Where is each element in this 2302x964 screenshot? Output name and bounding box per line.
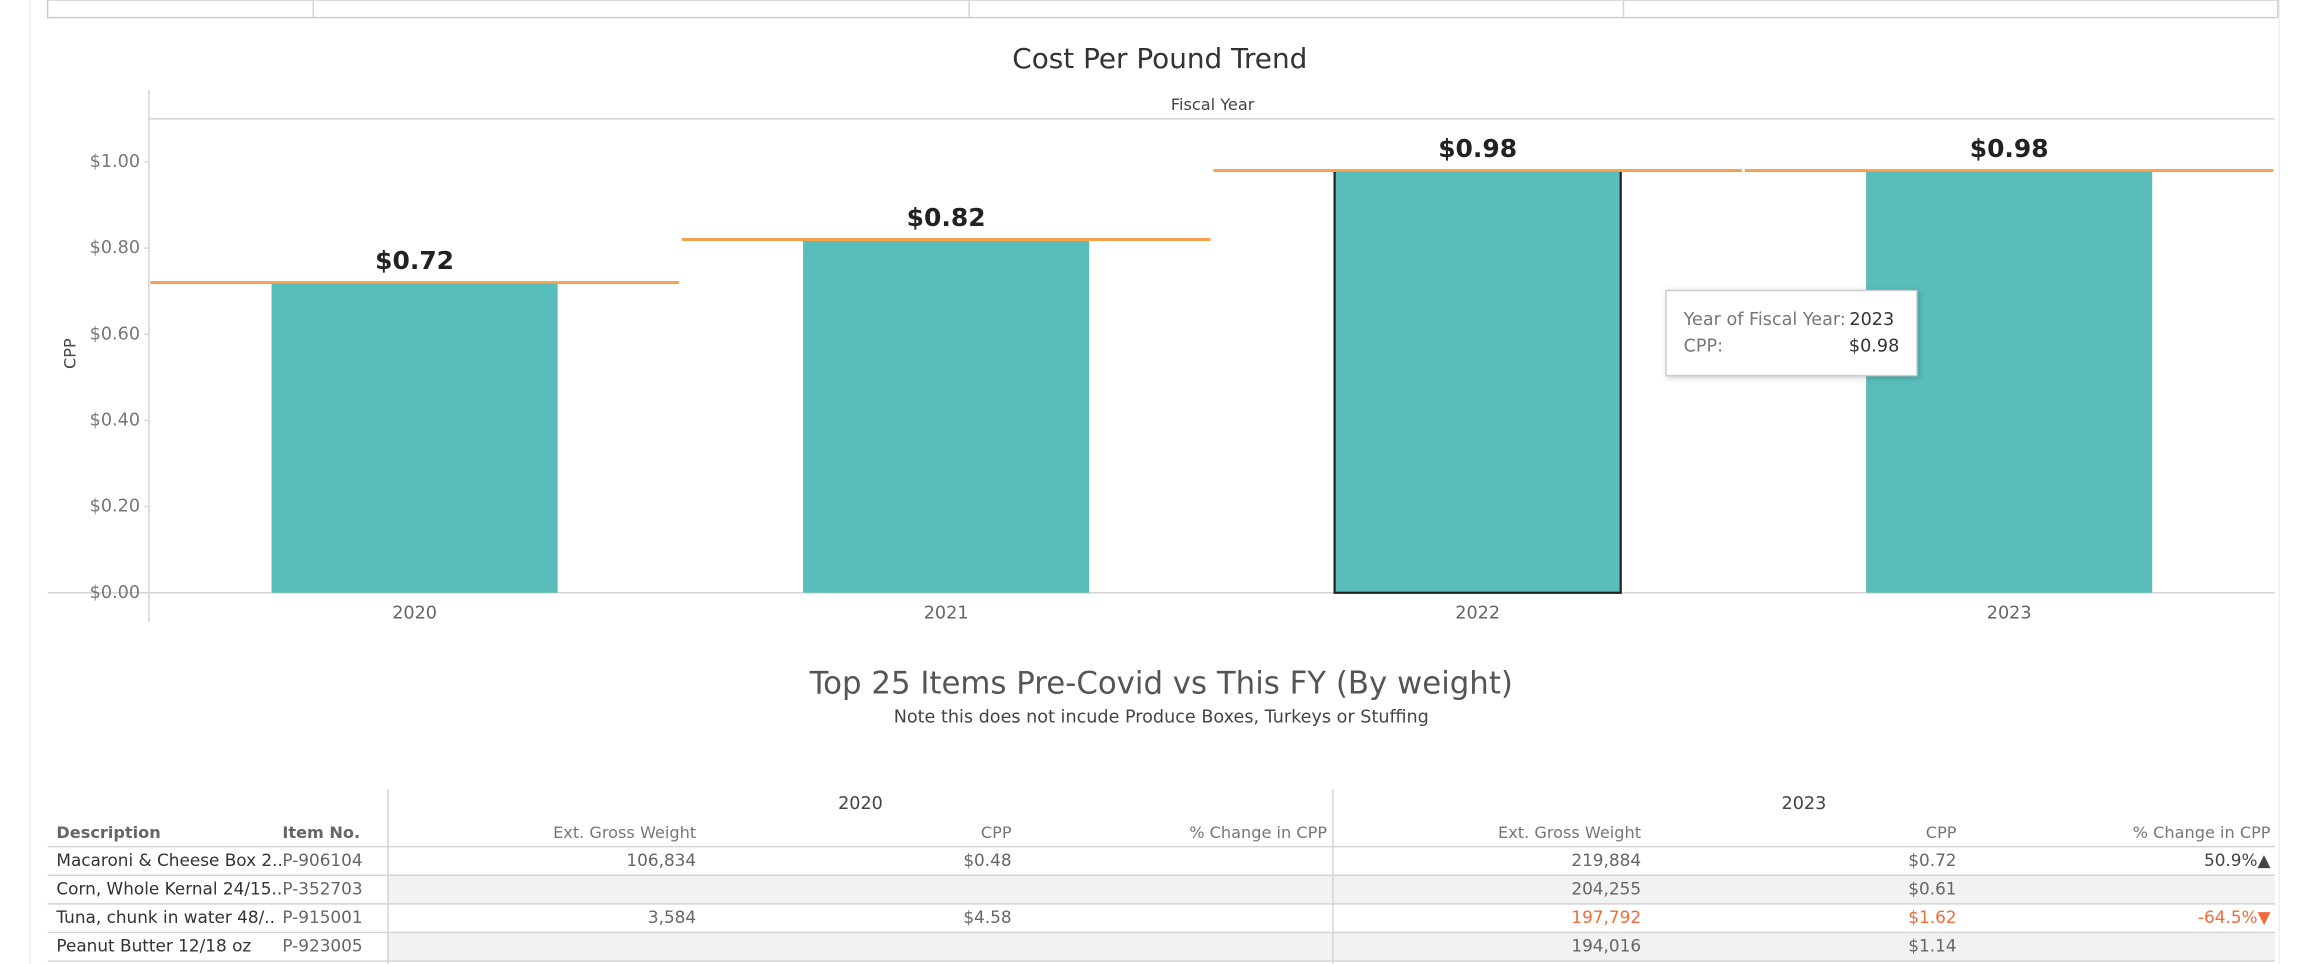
cell: Macaroni & Cheese Box 2.. xyxy=(56,850,282,870)
row-band xyxy=(388,932,2275,962)
cell: Corn, Whole Kernal 24/15... xyxy=(56,879,287,899)
tooltip-value: $0.98 xyxy=(1849,336,1899,356)
column-header: Description xyxy=(56,823,160,842)
cell: $0.48 xyxy=(963,850,1011,870)
cell: -64.5%▼ xyxy=(2198,907,2271,927)
year-header: 2020 xyxy=(838,794,883,814)
value-label: $0.98 xyxy=(1438,134,1517,163)
cell: 106,834 xyxy=(626,850,696,870)
cell: 50.9%▲ xyxy=(2204,850,2271,870)
cell: P-915001 xyxy=(282,907,362,927)
y-tick-label: $1.00 xyxy=(90,152,140,172)
row-band xyxy=(388,875,2275,904)
column-header: Fiscal Year xyxy=(1171,95,1255,114)
column-header: Item No. xyxy=(282,823,360,842)
bar xyxy=(271,282,558,593)
tooltip-label: Year of Fiscal Year: xyxy=(1683,310,1846,330)
cell: $0.72 xyxy=(1908,850,1956,870)
cell: P-352703 xyxy=(282,879,362,899)
table-title: Top 25 Items Pre-Covid vs This FY (By we… xyxy=(809,666,1513,702)
y-tick-label: $0.80 xyxy=(90,238,140,258)
y-axis-label: CPP xyxy=(61,338,80,369)
column-header: Ext. Gross Weight xyxy=(1498,823,1641,842)
tooltip-value: 2023 xyxy=(1849,310,1894,330)
cell: $1.14 xyxy=(1908,936,1956,956)
column-header: % Change in CPP xyxy=(1189,823,1327,842)
column-header: Ext. Gross Weight xyxy=(553,823,696,842)
cell: P-923005 xyxy=(282,936,362,956)
x-tick-label: 2021 xyxy=(924,603,969,623)
cell: Peanut Butter 12/18 oz xyxy=(56,936,251,956)
value-label: $0.72 xyxy=(375,246,454,275)
value-label: $0.98 xyxy=(1970,134,2049,163)
cell: $1.62 xyxy=(1908,907,1956,927)
cell: P-906104 xyxy=(282,850,362,870)
column-header: % Change in CPP xyxy=(2133,823,2271,842)
y-tick-label: $0.00 xyxy=(90,583,140,603)
tooltip-label: CPP: xyxy=(1684,336,1723,356)
chart-title: Cost Per Pound Trend xyxy=(1012,42,1307,75)
cell: $4.58 xyxy=(963,907,1011,927)
top-strip xyxy=(46,0,2279,19)
x-tick-label: 2022 xyxy=(1455,603,1500,623)
bar xyxy=(803,239,1090,593)
y-tick-label: $0.20 xyxy=(90,497,140,517)
column-header: CPP xyxy=(981,823,1012,842)
value-label: $0.82 xyxy=(907,203,986,232)
cell: 3,584 xyxy=(648,907,696,927)
bar xyxy=(1866,170,2153,593)
table-note: Note this does not incude Produce Boxes,… xyxy=(894,707,1429,727)
column-header: CPP xyxy=(1926,823,1957,842)
year-header: 2023 xyxy=(1782,794,1827,814)
x-tick-label: 2020 xyxy=(392,603,437,623)
cell: 204,255 xyxy=(1571,879,1641,899)
cell: 194,016 xyxy=(1571,936,1641,956)
y-tick-label: $0.40 xyxy=(90,410,140,430)
cell: Tuna, chunk in water 48/.. xyxy=(55,907,275,927)
cell: 197,792 xyxy=(1571,907,1641,927)
x-tick-label: 2023 xyxy=(1987,603,2032,623)
tooltip xyxy=(1665,289,1918,377)
bar xyxy=(1333,169,1622,594)
cell: $0.61 xyxy=(1908,879,1956,899)
y-tick-label: $0.60 xyxy=(90,324,140,344)
cell: 219,884 xyxy=(1571,850,1641,870)
